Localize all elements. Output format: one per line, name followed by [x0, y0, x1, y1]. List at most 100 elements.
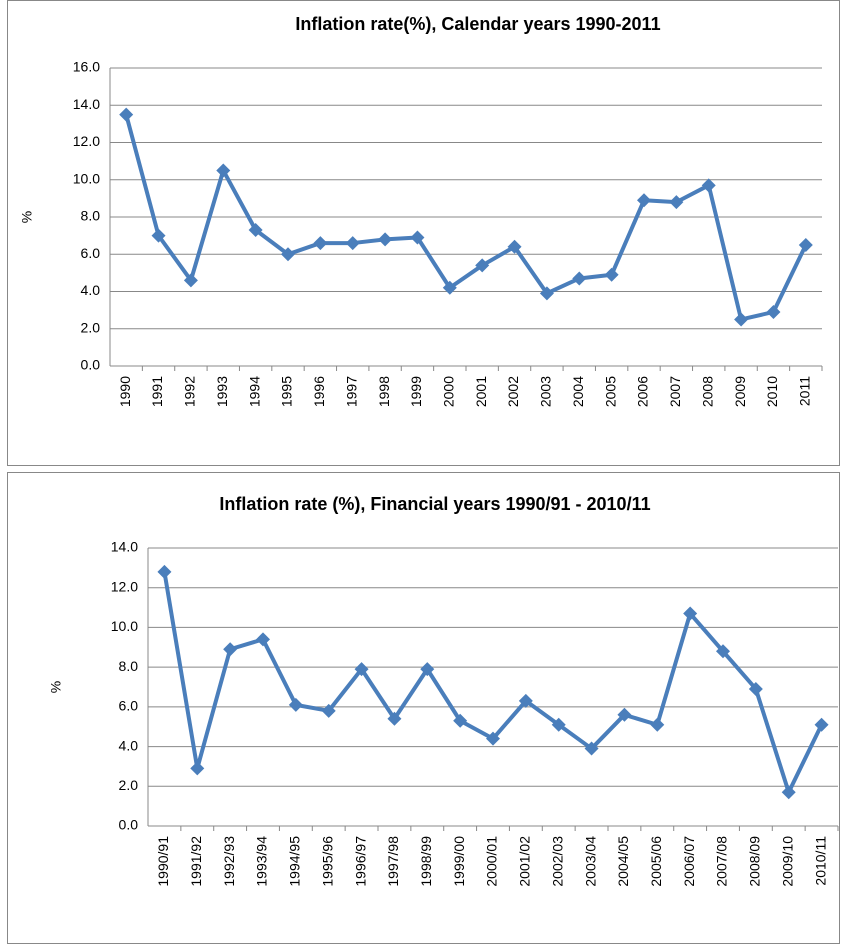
x-tick-label: 1996 [311, 376, 327, 407]
marker [507, 239, 522, 254]
marker [584, 741, 599, 756]
marker [157, 564, 172, 579]
x-tick-label: 2001/02 [517, 836, 533, 887]
marker [387, 711, 402, 726]
marker [119, 107, 134, 122]
x-tick-label: 2000 [441, 376, 457, 407]
x-tick-label: 2011 [797, 376, 813, 406]
marker [475, 258, 490, 273]
marker [183, 273, 198, 288]
chart-frame [7, 472, 840, 944]
x-tick-label: 2005 [602, 376, 618, 407]
x-tick-label: 2000/01 [484, 836, 500, 887]
marker [766, 304, 781, 319]
line [124, 114, 808, 322]
x-tick-label: 1990/91 [155, 836, 171, 887]
y-tick-label: 14.0 [73, 96, 100, 112]
marker [814, 717, 829, 732]
y-axis-label: % [48, 681, 64, 693]
marker [748, 681, 763, 696]
x-tick-label: 1992 [182, 376, 198, 407]
x-tick-label: 1991 [149, 376, 165, 407]
x-tick-label: 1998/99 [418, 836, 434, 887]
marker [669, 195, 684, 210]
y-tick-label: 12.0 [111, 578, 138, 594]
x-tick-label: 1993/94 [254, 836, 270, 887]
marker [539, 286, 554, 301]
marker [190, 761, 205, 776]
x-tick-label: 1994 [246, 376, 262, 407]
y-tick-label: 2.0 [119, 777, 139, 793]
y-tick-label: 0.0 [119, 817, 139, 833]
x-tick-label: 1995/96 [319, 836, 335, 887]
marker [617, 707, 632, 722]
marker [734, 312, 749, 327]
x-tick-label: 2004 [570, 376, 586, 407]
x-tick-label: 1996/97 [352, 836, 368, 887]
chart-frame [7, 0, 840, 466]
marker [378, 232, 393, 247]
marker [442, 280, 457, 295]
x-tick-label: 1997/98 [385, 836, 401, 887]
marker [410, 230, 425, 245]
y-axis-label: % [19, 211, 35, 223]
x-tick-label: 2008 [699, 376, 715, 407]
marker [345, 236, 360, 251]
chart-title: Inflation rate (%), Financial years 1990… [219, 494, 650, 514]
x-tick-label: 1993 [214, 376, 230, 407]
marker [683, 606, 698, 621]
x-tick-label: 2006 [635, 376, 651, 407]
y-tick-label: 4.0 [119, 737, 139, 753]
x-tick-label: 1999 [408, 376, 424, 407]
x-tick-label: 2006/07 [681, 836, 697, 887]
x-tick-label: 2001 [473, 376, 489, 407]
x-tick-label: 2010 [764, 376, 780, 407]
y-tick-label: 8.0 [81, 208, 101, 224]
x-tick-label: 2005/06 [648, 836, 664, 887]
marker [354, 662, 369, 677]
marker [716, 644, 730, 659]
marker [151, 228, 166, 243]
x-tick-label: 2007/08 [714, 836, 730, 887]
marker [216, 163, 231, 178]
y-tick-label: 12.0 [73, 133, 100, 149]
y-tick-label: 4.0 [81, 282, 101, 298]
marker [248, 223, 263, 238]
x-tick-label: 2004/05 [615, 836, 631, 887]
y-tick-label: 10.0 [111, 618, 138, 634]
marker [637, 193, 651, 208]
marker [551, 717, 566, 732]
x-tick-label: 2003 [538, 376, 554, 407]
x-tick-label: 2009/10 [779, 836, 795, 887]
marker [798, 237, 813, 252]
y-tick-label: 14.0 [111, 539, 138, 555]
marker [604, 267, 619, 282]
marker [256, 632, 270, 647]
marker [781, 785, 796, 800]
x-tick-label: 2009 [732, 376, 748, 407]
marker [486, 731, 500, 746]
marker [420, 662, 435, 677]
marker [453, 713, 468, 728]
marker [701, 178, 716, 193]
x-tick-label: 1995 [279, 376, 295, 407]
marker [281, 247, 295, 262]
x-tick-label: 1998 [376, 376, 392, 407]
y-tick-label: 0.0 [81, 357, 101, 373]
y-tick-label: 6.0 [81, 245, 101, 261]
x-tick-label: 2003/04 [582, 836, 598, 887]
y-tick-label: 16.0 [73, 59, 100, 75]
x-tick-label: 2007 [667, 376, 683, 407]
marker [650, 717, 665, 732]
marker [321, 703, 336, 718]
y-tick-label: 2.0 [81, 319, 101, 335]
x-tick-label: 2002 [505, 376, 521, 407]
marker [288, 697, 303, 712]
x-tick-label: 1991/92 [188, 836, 204, 887]
x-tick-label: 2008/09 [747, 836, 763, 887]
y-tick-label: 6.0 [119, 698, 139, 714]
y-tick-label: 8.0 [119, 658, 139, 674]
x-tick-label: 2002/03 [549, 836, 565, 887]
chart-title: Inflation rate(%), Calendar years 1990-2… [295, 14, 660, 34]
